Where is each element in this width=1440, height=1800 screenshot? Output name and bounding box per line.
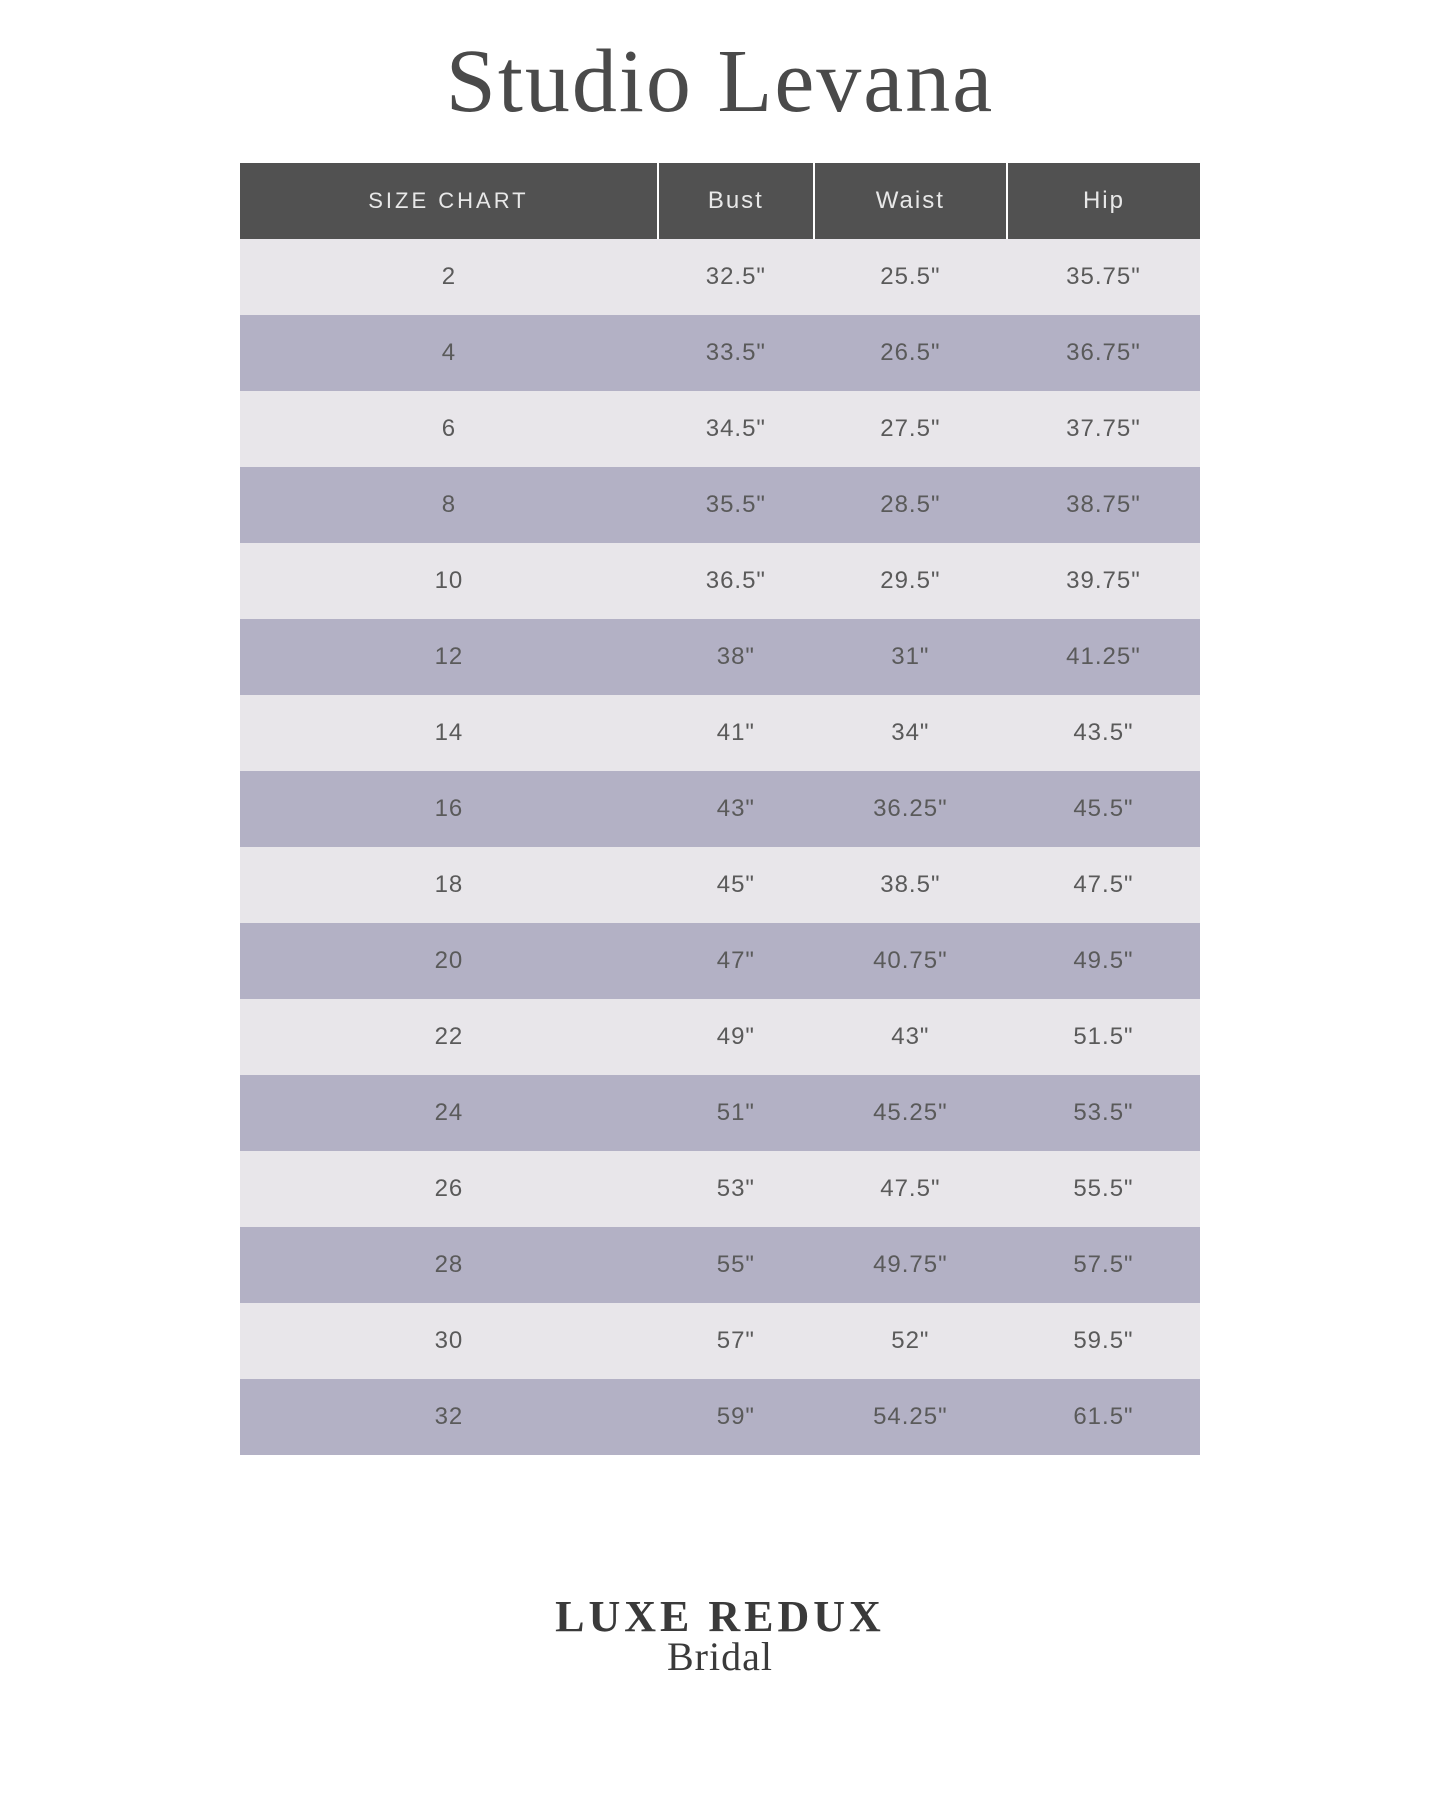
table-cell: 33.5" xyxy=(658,315,814,391)
table-cell: 40.75" xyxy=(814,923,1007,999)
table-cell: 47" xyxy=(658,923,814,999)
table-row: 2653"47.5"55.5" xyxy=(240,1151,1200,1227)
table-cell: 20 xyxy=(240,923,658,999)
table-cell: 43" xyxy=(814,999,1007,1075)
table-row: 1643"36.25"45.5" xyxy=(240,771,1200,847)
size-chart-table: SIZE CHART Bust Waist Hip 232.5"25.5"35.… xyxy=(240,163,1200,1455)
table-cell: 26.5" xyxy=(814,315,1007,391)
table-cell: 57" xyxy=(658,1303,814,1379)
table-cell: 24 xyxy=(240,1075,658,1151)
table-cell: 43.5" xyxy=(1007,695,1200,771)
footer-logo: LUXE REDUX Bridal xyxy=(555,1595,885,1680)
table-cell: 59.5" xyxy=(1007,1303,1200,1379)
table-cell: 31" xyxy=(814,619,1007,695)
table-row: 2451"45.25"53.5" xyxy=(240,1075,1200,1151)
col-header-hip: Hip xyxy=(1007,163,1200,239)
table-cell: 25.5" xyxy=(814,239,1007,315)
table-cell: 6 xyxy=(240,391,658,467)
table-row: 1845"38.5"47.5" xyxy=(240,847,1200,923)
table-cell: 14 xyxy=(240,695,658,771)
table-cell: 45" xyxy=(658,847,814,923)
table-cell: 28.5" xyxy=(814,467,1007,543)
table-cell: 36.75" xyxy=(1007,315,1200,391)
table-cell: 47.5" xyxy=(1007,847,1200,923)
table-cell: 47.5" xyxy=(814,1151,1007,1227)
table-cell: 55" xyxy=(658,1227,814,1303)
table-cell: 26 xyxy=(240,1151,658,1227)
table-cell: 53" xyxy=(658,1151,814,1227)
table-cell: 16 xyxy=(240,771,658,847)
table-row: 2249"43"51.5" xyxy=(240,999,1200,1075)
table-cell: 43" xyxy=(658,771,814,847)
table-cell: 45.25" xyxy=(814,1075,1007,1151)
table-cell: 38.75" xyxy=(1007,467,1200,543)
table-row: 3259"54.25"61.5" xyxy=(240,1379,1200,1455)
table-row: 3057"52"59.5" xyxy=(240,1303,1200,1379)
table-cell: 34" xyxy=(814,695,1007,771)
table-cell: 61.5" xyxy=(1007,1379,1200,1455)
table-row: 2855"49.75"57.5" xyxy=(240,1227,1200,1303)
table-header: SIZE CHART Bust Waist Hip xyxy=(240,163,1200,239)
table-cell: 37.75" xyxy=(1007,391,1200,467)
table-cell: 36.25" xyxy=(814,771,1007,847)
table-cell: 57.5" xyxy=(1007,1227,1200,1303)
table-cell: 45.5" xyxy=(1007,771,1200,847)
table-cell: 10 xyxy=(240,543,658,619)
table-body: 232.5"25.5"35.75"433.5"26.5"36.75"634.5"… xyxy=(240,239,1200,1455)
table-cell: 2 xyxy=(240,239,658,315)
table-cell: 29.5" xyxy=(814,543,1007,619)
brand-title: Studio Levana xyxy=(446,30,994,133)
table-cell: 54.25" xyxy=(814,1379,1007,1455)
table-cell: 38" xyxy=(658,619,814,695)
table-cell: 41" xyxy=(658,695,814,771)
col-header-bust: Bust xyxy=(658,163,814,239)
table-cell: 8 xyxy=(240,467,658,543)
table-cell: 12 xyxy=(240,619,658,695)
table-cell: 18 xyxy=(240,847,658,923)
table-cell: 32.5" xyxy=(658,239,814,315)
table-cell: 51.5" xyxy=(1007,999,1200,1075)
table-row: 232.5"25.5"35.75" xyxy=(240,239,1200,315)
table-cell: 51" xyxy=(658,1075,814,1151)
table-row: 1238"31"41.25" xyxy=(240,619,1200,695)
table-cell: 36.5" xyxy=(658,543,814,619)
table-cell: 49.75" xyxy=(814,1227,1007,1303)
table-row: 2047"40.75"49.5" xyxy=(240,923,1200,999)
table-cell: 41.25" xyxy=(1007,619,1200,695)
table-cell: 30 xyxy=(240,1303,658,1379)
col-header-waist: Waist xyxy=(814,163,1007,239)
table-cell: 28 xyxy=(240,1227,658,1303)
table-row: 1441"34"43.5" xyxy=(240,695,1200,771)
table-cell: 27.5" xyxy=(814,391,1007,467)
table-row: 433.5"26.5"36.75" xyxy=(240,315,1200,391)
table-cell: 22 xyxy=(240,999,658,1075)
table-cell: 55.5" xyxy=(1007,1151,1200,1227)
table-cell: 49.5" xyxy=(1007,923,1200,999)
table-cell: 34.5" xyxy=(658,391,814,467)
table-cell: 53.5" xyxy=(1007,1075,1200,1151)
table-row: 835.5"28.5"38.75" xyxy=(240,467,1200,543)
table-cell: 35.5" xyxy=(658,467,814,543)
table-cell: 32 xyxy=(240,1379,658,1455)
table-cell: 4 xyxy=(240,315,658,391)
col-header-size: SIZE CHART xyxy=(240,163,658,239)
table-cell: 52" xyxy=(814,1303,1007,1379)
table-cell: 38.5" xyxy=(814,847,1007,923)
table-row: 634.5"27.5"37.75" xyxy=(240,391,1200,467)
table-cell: 35.75" xyxy=(1007,239,1200,315)
table-cell: 59" xyxy=(658,1379,814,1455)
table-cell: 39.75" xyxy=(1007,543,1200,619)
table-row: 1036.5"29.5"39.75" xyxy=(240,543,1200,619)
table-cell: 49" xyxy=(658,999,814,1075)
